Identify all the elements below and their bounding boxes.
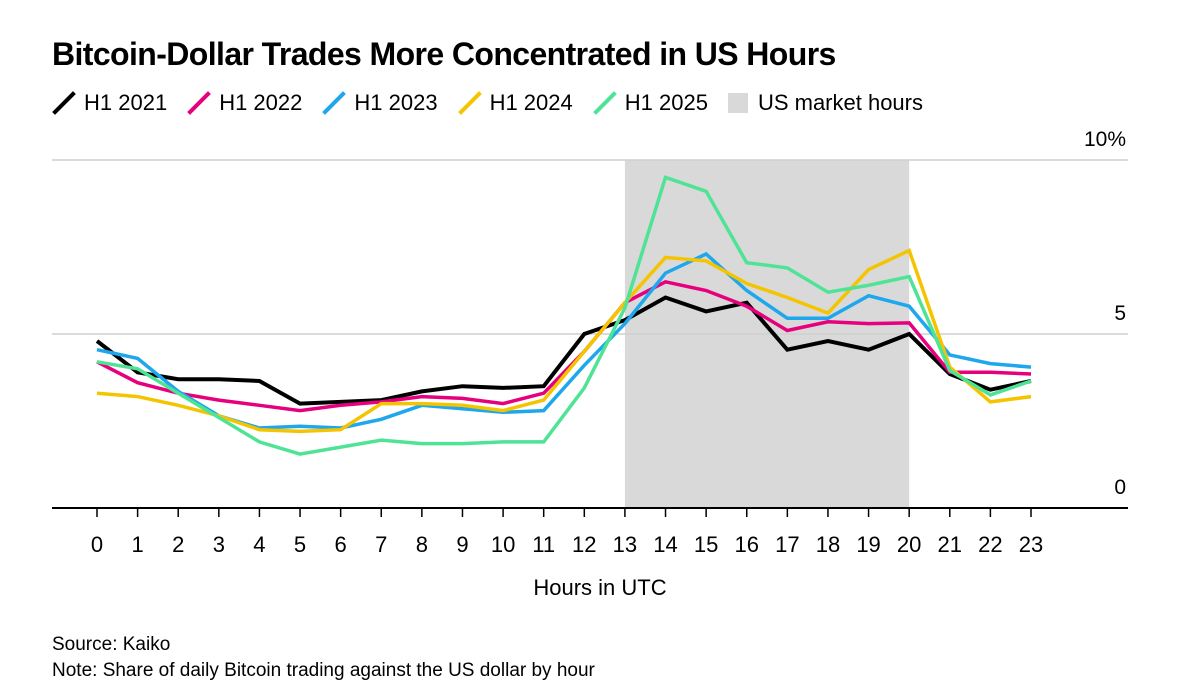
y-tick-label-0: 0 xyxy=(1114,476,1126,499)
legend-swatch-h1-2021 xyxy=(52,91,76,115)
x-tick-label-1: 1 xyxy=(131,532,143,557)
y-tick-label-5: 5 xyxy=(1114,302,1126,325)
legend-swatch-h1-2023 xyxy=(322,91,347,115)
x-tick-label-21: 21 xyxy=(938,532,962,557)
x-tick-label-19: 19 xyxy=(856,532,880,557)
x-tick-label-22: 22 xyxy=(978,532,1002,557)
x-tick-label-4: 4 xyxy=(253,532,265,557)
legend-label-h1-2021: H1 2021 xyxy=(84,90,168,115)
x-tick-label-8: 8 xyxy=(416,532,428,557)
x-tick-label-17: 17 xyxy=(775,532,799,557)
x-tick-label-16: 16 xyxy=(734,532,758,557)
legend-label-h1-2025: H1 2025 xyxy=(624,90,708,115)
y-tick-label-10: 10% xyxy=(1084,128,1126,151)
x-tick-label-2: 2 xyxy=(172,532,184,557)
legend: H1 2021 H1 2022 H1 2023 H1 2024 H1 2025 … xyxy=(52,90,943,116)
series-line-h1-2022 xyxy=(96,279,1032,413)
x-tick-label-14: 14 xyxy=(653,532,677,557)
x-tick-label-7: 7 xyxy=(375,532,387,557)
legend-item-us-market-hours: US market hours xyxy=(727,90,923,116)
x-tick-label-9: 9 xyxy=(456,532,468,557)
legend-item-h1-2024: H1 2024 xyxy=(457,90,573,116)
series-line-h1-2024 xyxy=(96,248,1032,434)
x-tick-label-12: 12 xyxy=(572,532,596,557)
series-line-h1-2025 xyxy=(96,175,1032,456)
legend-label-h1-2024: H1 2024 xyxy=(489,90,573,115)
chart-title: Bitcoin-Dollar Trades More Concentrated … xyxy=(52,36,836,72)
x-axis-title: Hours in UTC xyxy=(533,575,666,600)
legend-label-h1-2022: H1 2022 xyxy=(219,90,303,115)
legend-item-h1-2025: H1 2025 xyxy=(592,90,708,116)
x-tick-label-3: 3 xyxy=(213,532,225,557)
legend-label-us-market-hours: US market hours xyxy=(757,90,923,115)
x-tick-label-10: 10 xyxy=(491,532,515,557)
legend-label-h1-2023: H1 2023 xyxy=(354,90,438,115)
source-text: Source: Kaiko xyxy=(52,634,171,655)
x-tick-label-23: 23 xyxy=(1019,532,1043,557)
legend-swatch-h1-2025 xyxy=(592,91,617,115)
legend-swatch-us-market-hours xyxy=(727,93,748,113)
x-tick-label-20: 20 xyxy=(897,532,921,557)
x-tick-label-6: 6 xyxy=(335,532,347,557)
x-tick-label-0: 0 xyxy=(91,532,103,557)
legend-item-h1-2022: H1 2022 xyxy=(187,90,302,116)
x-tick-label-5: 5 xyxy=(294,532,306,557)
legend-item-h1-2021: H1 2021 xyxy=(52,90,167,116)
note-text: Note: Share of daily Bitcoin trading aga… xyxy=(52,660,595,681)
series-line-h1-2021 xyxy=(95,295,1032,406)
x-tick-label-15: 15 xyxy=(694,532,718,557)
legend-item-h1-2023: H1 2023 xyxy=(322,90,438,116)
x-tick-label-13: 13 xyxy=(613,532,637,557)
legend-swatch-h1-2022 xyxy=(187,91,212,115)
x-tick-label-18: 18 xyxy=(816,532,840,557)
legend-swatch-h1-2024 xyxy=(457,91,482,115)
x-tick-label-11: 11 xyxy=(532,532,555,557)
